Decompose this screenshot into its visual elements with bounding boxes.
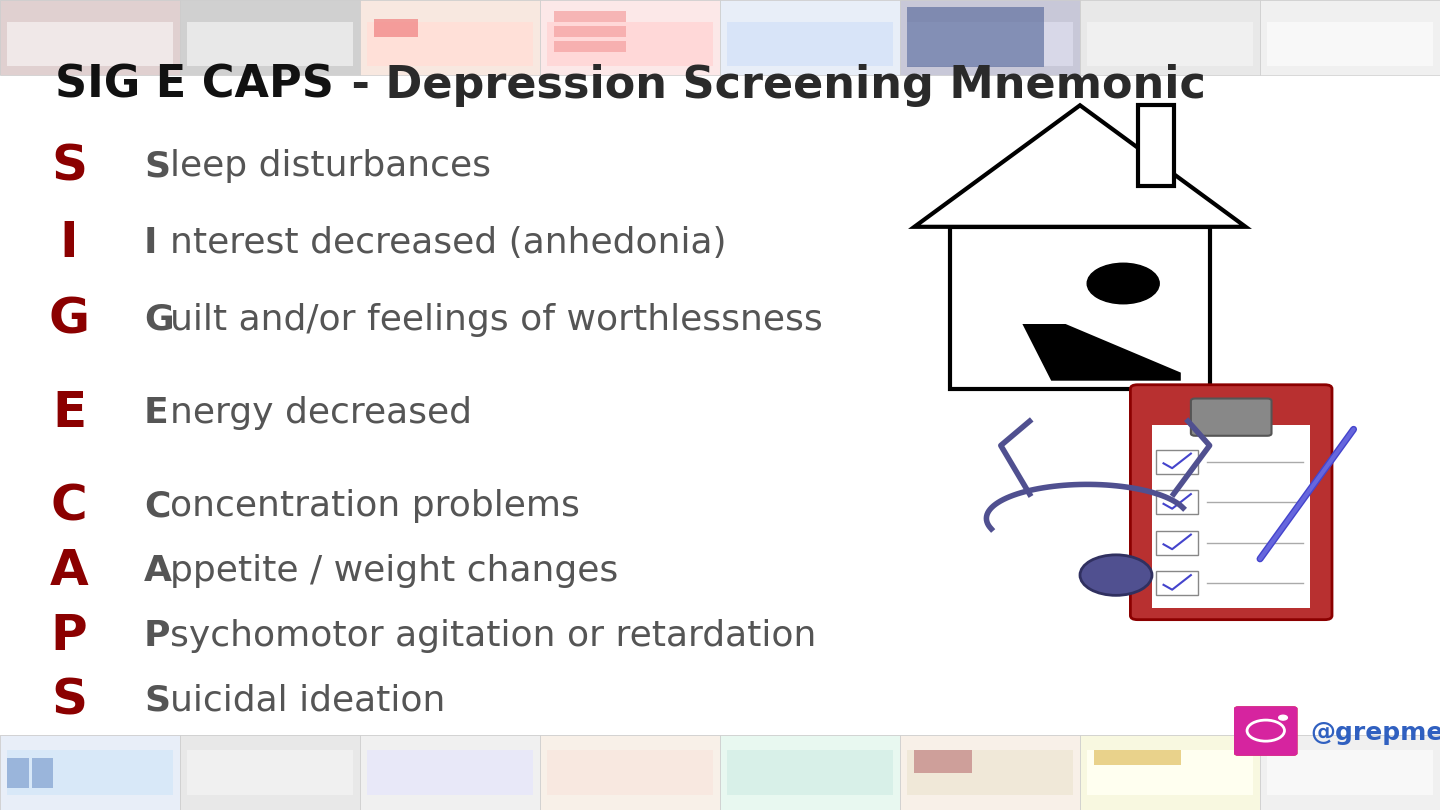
Circle shape: [1279, 715, 1287, 720]
Bar: [187, 750, 353, 795]
Bar: [0, 735, 1440, 810]
Text: uilt and/or feelings of worthlessness: uilt and/or feelings of worthlessness: [170, 303, 822, 337]
Bar: [727, 750, 893, 795]
FancyBboxPatch shape: [1234, 706, 1297, 756]
Bar: [0, 0, 180, 75]
Bar: [554, 11, 626, 23]
Bar: [1080, 0, 1260, 75]
Bar: [907, 22, 1073, 66]
Text: uicidal ideation: uicidal ideation: [170, 684, 445, 718]
Circle shape: [1087, 263, 1159, 304]
FancyBboxPatch shape: [1234, 706, 1297, 756]
Bar: [914, 750, 972, 773]
Text: P: P: [144, 619, 170, 653]
FancyBboxPatch shape: [1234, 706, 1297, 756]
Bar: [1260, 0, 1440, 75]
Text: S: S: [52, 676, 88, 725]
Bar: [180, 0, 360, 75]
Bar: [720, 735, 900, 810]
Bar: [7, 750, 173, 795]
Text: I: I: [60, 219, 78, 267]
Bar: [0, 0, 1440, 75]
Text: C: C: [144, 489, 170, 523]
Bar: [900, 0, 1080, 75]
Bar: [180, 735, 360, 810]
Bar: [720, 0, 900, 75]
Bar: [1094, 750, 1181, 765]
Bar: [907, 7, 1044, 67]
Bar: [1152, 425, 1310, 608]
Bar: [907, 750, 1073, 795]
Bar: [554, 41, 626, 52]
Bar: [547, 750, 713, 795]
FancyBboxPatch shape: [1234, 706, 1297, 756]
FancyBboxPatch shape: [1130, 385, 1332, 620]
Bar: [1080, 735, 1260, 810]
Bar: [1267, 750, 1433, 795]
Bar: [360, 735, 540, 810]
Text: S: S: [144, 684, 170, 718]
Bar: [1260, 735, 1440, 810]
Bar: [367, 22, 533, 66]
Circle shape: [1080, 555, 1152, 595]
Text: G: G: [49, 296, 89, 344]
FancyBboxPatch shape: [1234, 706, 1297, 756]
Text: P: P: [50, 612, 88, 660]
Text: I: I: [144, 226, 157, 260]
Bar: [7, 758, 29, 787]
Bar: [1087, 22, 1253, 66]
Bar: [32, 758, 53, 787]
Text: sychomotor agitation or retardation: sychomotor agitation or retardation: [170, 619, 816, 653]
Text: leep disturbances: leep disturbances: [170, 149, 491, 183]
Text: A: A: [50, 547, 88, 595]
Bar: [547, 22, 713, 66]
Bar: [360, 0, 540, 75]
FancyBboxPatch shape: [1156, 490, 1198, 514]
FancyBboxPatch shape: [1156, 531, 1198, 555]
Bar: [727, 22, 893, 66]
FancyBboxPatch shape: [1156, 450, 1198, 474]
Text: C: C: [50, 482, 88, 531]
Text: SIG E CAPS: SIG E CAPS: [55, 63, 334, 107]
Bar: [540, 735, 720, 810]
Bar: [950, 227, 1210, 389]
Text: nergy decreased: nergy decreased: [170, 396, 472, 430]
FancyBboxPatch shape: [1156, 571, 1198, 595]
Bar: [1138, 105, 1174, 186]
Text: E: E: [52, 389, 86, 437]
Text: ppetite / weight changes: ppetite / weight changes: [170, 554, 618, 588]
Bar: [554, 26, 626, 37]
Bar: [367, 750, 533, 795]
Bar: [540, 0, 720, 75]
Text: @grepmed: @grepmed: [1310, 721, 1440, 745]
Bar: [1087, 750, 1253, 795]
Text: S: S: [52, 142, 88, 190]
Bar: [0, 735, 180, 810]
Polygon shape: [914, 105, 1246, 227]
Text: E: E: [144, 396, 168, 430]
Bar: [7, 22, 173, 66]
Text: G: G: [144, 303, 174, 337]
FancyBboxPatch shape: [1234, 706, 1297, 756]
Text: oncentration problems: oncentration problems: [170, 489, 580, 523]
Bar: [1267, 22, 1433, 66]
Bar: [374, 19, 418, 37]
Polygon shape: [1022, 324, 1181, 381]
Bar: [187, 22, 353, 66]
Bar: [900, 735, 1080, 810]
FancyBboxPatch shape: [1191, 399, 1272, 436]
Text: nterest decreased (anhedonia): nterest decreased (anhedonia): [170, 226, 726, 260]
Text: - Depression Screening Mnemonic: - Depression Screening Mnemonic: [336, 63, 1205, 107]
Text: S: S: [144, 149, 170, 183]
Text: A: A: [144, 554, 171, 588]
